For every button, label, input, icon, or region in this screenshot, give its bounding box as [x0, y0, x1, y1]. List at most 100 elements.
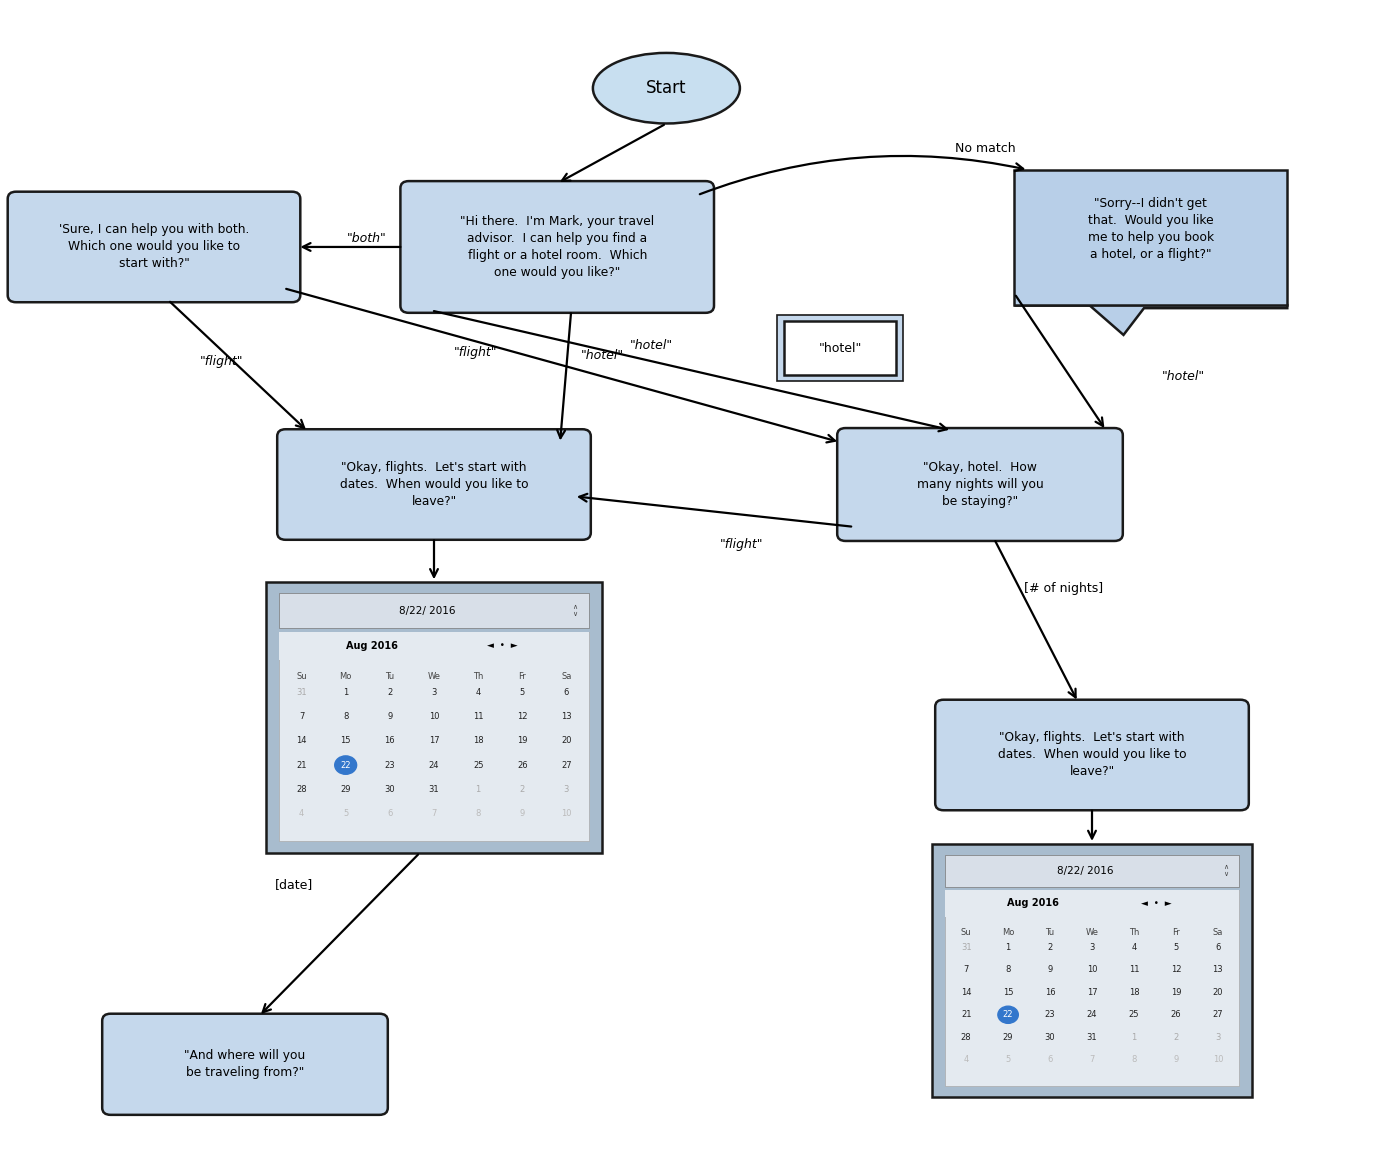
Text: 18: 18: [473, 736, 483, 746]
Text: "And where will you
be traveling from?": "And where will you be traveling from?": [185, 1049, 305, 1080]
Text: 8: 8: [1131, 1055, 1137, 1064]
Text: Su: Su: [297, 673, 307, 681]
Text: 18: 18: [1128, 988, 1140, 997]
Text: Th: Th: [1128, 928, 1140, 937]
Text: 2: 2: [519, 784, 525, 794]
Text: 4: 4: [476, 688, 480, 697]
Text: Fr: Fr: [1172, 928, 1180, 937]
FancyBboxPatch shape: [945, 890, 1239, 916]
Text: 19: 19: [517, 736, 528, 746]
Text: 31: 31: [428, 784, 440, 794]
Text: 13: 13: [561, 713, 571, 721]
Text: "Okay, flights.  Let's start with
dates.  When would you like to
leave?": "Okay, flights. Let's start with dates. …: [998, 731, 1186, 779]
Text: 8/22/ 2016: 8/22/ 2016: [1057, 866, 1114, 876]
Text: 'Sure, I can help you with both.
Which one would you like to
start with?": 'Sure, I can help you with both. Which o…: [59, 223, 249, 270]
Text: 11: 11: [473, 713, 483, 721]
Text: 7: 7: [963, 965, 969, 974]
Text: 3: 3: [1089, 942, 1095, 951]
Text: 22: 22: [1002, 1010, 1014, 1020]
Text: 4: 4: [963, 1055, 969, 1064]
Polygon shape: [1014, 305, 1288, 335]
Text: 7: 7: [431, 809, 437, 818]
Text: "both": "both": [347, 232, 386, 246]
Text: 5: 5: [343, 809, 349, 818]
FancyBboxPatch shape: [932, 844, 1252, 1096]
Text: 19: 19: [1170, 988, 1182, 997]
Text: 21: 21: [297, 761, 307, 769]
Text: We: We: [1085, 928, 1099, 937]
Text: ∧
∨: ∧ ∨: [573, 604, 578, 617]
Text: Tu: Tu: [385, 673, 395, 681]
Text: 27: 27: [561, 761, 571, 769]
Text: 8: 8: [1005, 965, 1011, 974]
Text: "flight": "flight": [454, 346, 498, 360]
FancyBboxPatch shape: [777, 315, 903, 381]
Text: 17: 17: [428, 736, 440, 746]
Text: 26: 26: [1170, 1010, 1182, 1020]
Text: 10: 10: [1212, 1055, 1224, 1064]
Text: 11: 11: [1128, 965, 1140, 974]
Text: 5: 5: [1173, 942, 1179, 951]
Text: 7: 7: [1089, 1055, 1095, 1064]
Text: Sa: Sa: [1212, 928, 1224, 937]
Text: 5: 5: [519, 688, 525, 697]
FancyBboxPatch shape: [945, 855, 1239, 887]
Text: 26: 26: [517, 761, 528, 769]
Text: "Okay, flights.  Let's start with
dates.  When would you like to
leave?": "Okay, flights. Let's start with dates. …: [340, 461, 528, 508]
Text: 25: 25: [1128, 1010, 1140, 1020]
FancyBboxPatch shape: [400, 181, 714, 313]
Text: 29: 29: [340, 784, 351, 794]
Text: 4: 4: [298, 809, 304, 818]
Text: 10: 10: [1086, 965, 1098, 974]
Text: 13: 13: [1212, 965, 1224, 974]
Text: 6: 6: [564, 688, 570, 697]
Text: "Okay, hotel.  How
many nights will you
be staying?": "Okay, hotel. How many nights will you b…: [917, 461, 1043, 508]
Text: 2: 2: [1047, 942, 1053, 951]
Text: Start: Start: [647, 79, 686, 98]
Circle shape: [998, 1007, 1018, 1023]
Text: 10: 10: [428, 713, 440, 721]
Text: 15: 15: [340, 736, 351, 746]
Text: 30: 30: [1044, 1033, 1056, 1042]
Text: Sa: Sa: [561, 673, 571, 681]
Text: 1: 1: [343, 688, 349, 697]
Text: 9: 9: [1173, 1055, 1179, 1064]
Text: 12: 12: [517, 713, 528, 721]
Text: 7: 7: [298, 713, 304, 721]
Text: 3: 3: [1215, 1033, 1221, 1042]
Text: Aug 2016: Aug 2016: [346, 641, 398, 650]
Text: 24: 24: [428, 761, 440, 769]
Text: Tu: Tu: [1046, 928, 1054, 937]
Text: 6: 6: [388, 809, 392, 818]
Text: 28: 28: [960, 1033, 972, 1042]
Text: 30: 30: [385, 784, 395, 794]
Text: 31: 31: [1086, 1033, 1098, 1042]
Text: 15: 15: [1002, 988, 1014, 997]
Text: Su: Su: [960, 928, 972, 937]
FancyBboxPatch shape: [280, 594, 588, 628]
Text: "hotel": "hotel": [581, 348, 623, 362]
Text: "flight": "flight": [720, 537, 764, 552]
Text: 3: 3: [431, 688, 437, 697]
FancyBboxPatch shape: [280, 632, 588, 841]
Text: "Hi there.  I'm Mark, your travel
advisor.  I can help you find a
flight or a ho: "Hi there. I'm Mark, your travel advisor…: [461, 215, 654, 279]
Text: "Sorry--I didn't get
that.  Would you like
me to help you book
a hotel, or a fli: "Sorry--I didn't get that. Would you lik…: [1088, 198, 1214, 261]
Text: Mo: Mo: [339, 673, 351, 681]
Text: ∧
∨: ∧ ∨: [1224, 864, 1229, 877]
Text: 20: 20: [561, 736, 571, 746]
Text: 22: 22: [340, 761, 351, 769]
Text: 4: 4: [1131, 942, 1137, 951]
Text: 17: 17: [1086, 988, 1098, 997]
Text: Mo: Mo: [1002, 928, 1014, 937]
FancyBboxPatch shape: [102, 1014, 388, 1115]
Text: No match: No match: [955, 141, 1016, 155]
FancyBboxPatch shape: [935, 700, 1249, 810]
Text: 8: 8: [476, 809, 480, 818]
FancyBboxPatch shape: [784, 321, 896, 375]
Text: We: We: [427, 673, 441, 681]
Text: 6: 6: [1047, 1055, 1053, 1064]
Text: 8: 8: [343, 713, 349, 721]
Text: ◄  •  ►: ◄ • ►: [1141, 898, 1172, 908]
Text: 23: 23: [385, 761, 395, 769]
Text: [date]: [date]: [274, 877, 314, 891]
